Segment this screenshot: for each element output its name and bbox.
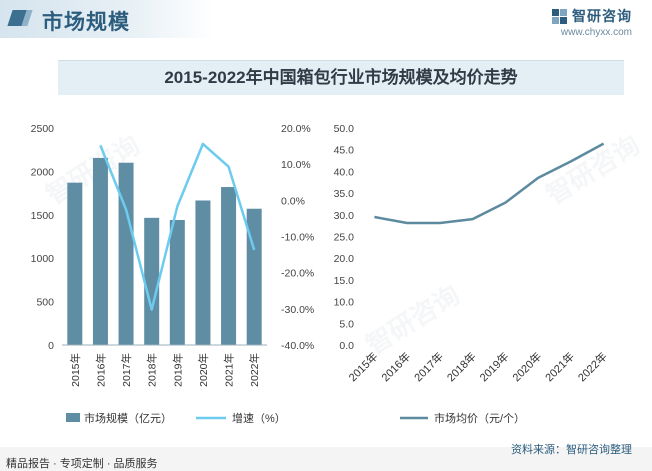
x-tick-label: 2016年 — [94, 353, 107, 387]
y-left-tick-label: 1500 — [31, 210, 55, 222]
growth-rate-line — [99, 142, 256, 311]
footer-bar — [0, 447, 652, 471]
x-tick-label: 2022年 — [248, 353, 261, 387]
bar-market-size — [118, 162, 134, 345]
header-decoration — [0, 0, 215, 38]
chart-title: 2015-2022年中国箱包行业市场规模及均价走势 — [164, 68, 518, 87]
x-tick-label: 2017年 — [120, 353, 133, 387]
bar-market-size — [67, 182, 83, 345]
x-tick-label: 2021年 — [223, 353, 236, 387]
brand-logo-icon — [552, 8, 567, 24]
bar-market-size — [246, 208, 262, 345]
x-tick-label: 2017年 — [411, 349, 446, 384]
x-tick-label: 2018年 — [146, 353, 159, 387]
footer-tagline: 精品报告 · 专项定制 · 品质服务 — [6, 458, 158, 470]
y-tick-label: 30.0 — [334, 210, 355, 222]
x-tick-label: 2019年 — [171, 353, 184, 387]
y-left-tick-label: 1000 — [31, 253, 55, 265]
x-tick-label: 2020年 — [509, 349, 544, 384]
y-tick-label: 10.0 — [334, 297, 355, 309]
y-right-tick-label: 10.0% — [281, 159, 311, 171]
y-tick-label: 50.0 — [334, 123, 355, 135]
y-right-tick-label: -40.0% — [281, 340, 314, 352]
website-link[interactable]: www.chyxx.com — [560, 27, 632, 38]
y-tick-label: 25.0 — [334, 232, 355, 244]
y-left-tick-label: 500 — [36, 297, 54, 309]
legend-label-average-price: 市场均价（元/个） — [434, 411, 525, 425]
y-tick-label: 45.0 — [334, 145, 355, 157]
bar-market-size — [169, 220, 185, 345]
header-bar: 市场规模 智研咨询 www.chyxx.com — [0, 0, 652, 44]
bar-market-size — [195, 200, 211, 345]
x-tick-label: 2018年 — [444, 349, 479, 384]
y-right-tick-label: 0.0% — [281, 195, 305, 207]
legend-label-market-size: 市场规模（亿元） — [84, 411, 172, 425]
x-tick-label: 2019年 — [477, 349, 512, 384]
legend-label-growth-rate: 增速（%） — [232, 411, 286, 425]
bar-market-size — [221, 187, 237, 345]
x-tick-label: 2016年 — [378, 349, 413, 384]
y-tick-label: 35.0 — [334, 188, 355, 200]
section-title: 市场规模 — [42, 11, 130, 34]
y-tick-label: 15.0 — [334, 275, 355, 287]
data-source: 资料来源：智研咨询整理 — [511, 444, 632, 456]
legend-swatch-market-size — [66, 413, 80, 422]
average-price-line — [374, 142, 605, 225]
x-tick-label: 2020年 — [197, 353, 210, 387]
y-right-tick-label: -30.0% — [281, 304, 314, 316]
y-tick-label: 20.0 — [334, 253, 355, 265]
x-tick-label: 2021年 — [542, 349, 577, 384]
brand-logo[interactable]: 智研咨询 — [551, 6, 632, 26]
y-tick-label: 40.0 — [334, 166, 355, 178]
y-tick-label: 5.0 — [339, 318, 354, 330]
y-left-tick-label: 2000 — [31, 166, 55, 178]
y-right-tick-label: 20.0% — [281, 123, 311, 135]
y-left-tick-label: 0 — [48, 340, 54, 352]
y-right-tick-label: -20.0% — [281, 268, 314, 280]
bar-market-size — [92, 157, 108, 345]
y-left-tick-label: 2500 — [31, 123, 55, 135]
y-right-tick-label: -10.0% — [281, 232, 314, 244]
x-tick-label: 2015年 — [346, 349, 381, 384]
brand-name: 智研咨询 — [572, 8, 632, 24]
x-tick-label: 2022年 — [575, 349, 610, 384]
chart-title-band: 2015-2022年中国箱包行业市场规模及均价走势 — [58, 60, 624, 95]
y-tick-label: 0.0 — [339, 340, 354, 352]
bar-market-size — [144, 217, 160, 345]
x-tick-label: 2015年 — [69, 353, 82, 387]
